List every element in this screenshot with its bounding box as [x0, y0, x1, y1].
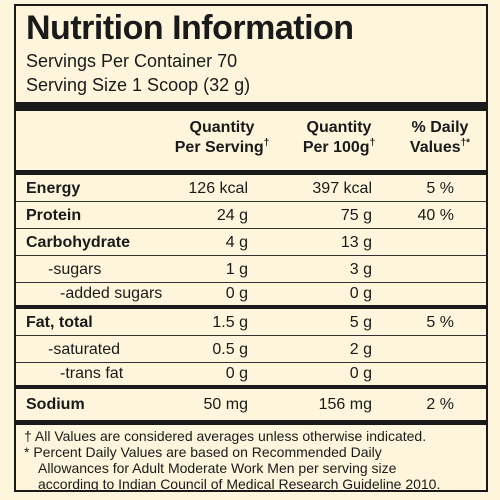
header-per-100g: Quantity Per 100g† [284, 118, 394, 158]
per-serving-value: 1.5 g [212, 314, 248, 331]
footnote-asterisk-line2: Allowances for Adult Moderate Work Men p… [38, 460, 397, 476]
row-protein: Protein 24 g 75 g 40 % [16, 202, 486, 229]
per-serving-value: 24 g [216, 207, 248, 224]
nutrient-name: -sugars [48, 261, 102, 278]
panel-title: Nutrition Information [26, 9, 354, 47]
row-sodium: Sodium 50 mg 156 mg 2 % [16, 389, 486, 420]
header-per-serving-dagger: † [263, 137, 270, 149]
per-100g-value: 13 g [340, 234, 372, 251]
per-serving-value: 1 g [225, 261, 248, 278]
row-divider [16, 335, 486, 336]
per-100g-value: 2 g [349, 341, 372, 358]
row-added-sugars: -added sugars 0 g 0 g [16, 283, 486, 305]
footnotes: † All Values are considered averages unl… [24, 428, 486, 492]
per-serving-value: 0 g [225, 285, 248, 302]
per-100g-value: 3 g [349, 261, 372, 278]
divider-thick-sodium [16, 385, 486, 389]
header-per-serving-line2: Per Serving [174, 139, 264, 156]
nutrition-panel: Nutrition Information Servings Per Conta… [14, 4, 488, 492]
header-dv-marks: †* [460, 137, 471, 149]
row-saturated: -saturated 0.5 g 2 g [16, 336, 486, 363]
row-sugars: -sugars 1 g 3 g [16, 256, 486, 283]
divider-thick-bottom [16, 420, 486, 425]
divider-thick-header [16, 170, 486, 175]
nutrient-name: Protein [26, 207, 82, 224]
per-serving-value: 4 g [225, 234, 248, 251]
row-divider [16, 282, 486, 283]
nutrient-name: Energy [26, 180, 81, 197]
footnote-asterisk-line1: * Percent Daily Values are based on Reco… [24, 444, 382, 460]
per-100g-value: 0 g [349, 365, 372, 382]
per-100g-value: 397 kcal [312, 180, 372, 197]
row-energy: Energy 126 kcal 397 kcal 5 % [16, 175, 486, 202]
per-100g-value: 156 mg [318, 396, 372, 413]
row-divider [16, 255, 486, 256]
header-dv-line2: Values [409, 139, 461, 156]
nutrient-name: -trans fat [60, 365, 124, 382]
nutrient-name: -saturated [48, 341, 121, 358]
divider-thick-top [16, 102, 486, 111]
daily-value: 40 % [417, 207, 454, 224]
header-per-100g-dagger: † [369, 137, 376, 149]
per-serving-value: 0.5 g [212, 341, 248, 358]
per-serving-value: 50 mg [203, 396, 248, 413]
row-fat-total: Fat, total 1.5 g 5 g 5 % [16, 309, 486, 336]
header-per-serving: Quantity Per Serving† [162, 118, 282, 158]
per-100g-value: 0 g [349, 285, 372, 302]
row-divider [16, 201, 486, 202]
per-100g-value: 5 g [349, 314, 372, 331]
row-carbohydrate: Carbohydrate 4 g 13 g [16, 229, 486, 256]
nutrient-name: Sodium [26, 396, 85, 413]
per-serving-value: 0 g [225, 365, 248, 382]
row-divider [16, 228, 486, 229]
footnote-asterisk-line3: according to Indian Council of Medical R… [38, 476, 441, 492]
nutrient-name: Carbohydrate [26, 234, 131, 251]
row-divider [16, 362, 486, 363]
daily-value: 5 % [426, 180, 454, 197]
nutrient-name: Fat, total [26, 314, 93, 331]
header-dv-line1: % Daily [411, 119, 469, 136]
servings-per-container: Servings Per Container 70 [26, 51, 238, 71]
divider-thick-fat [16, 305, 486, 309]
row-trans-fat: -trans fat 0 g 0 g [16, 363, 486, 385]
header-per-100g-line1: Quantity [306, 119, 372, 136]
daily-value: 5 % [426, 314, 454, 331]
per-serving-value: 126 kcal [188, 180, 248, 197]
nutrient-name: -added sugars [60, 285, 163, 302]
footnote-dagger: † All Values are considered averages unl… [24, 428, 427, 444]
header-per-100g-line2: Per 100g [302, 139, 370, 156]
per-100g-value: 75 g [340, 207, 372, 224]
daily-value: 2 % [426, 396, 454, 413]
header-per-serving-line1: Quantity [189, 119, 255, 136]
serving-size: Serving Size 1 Scoop (32 g) [26, 75, 251, 95]
header-daily-values: % Daily Values†* [394, 118, 486, 158]
